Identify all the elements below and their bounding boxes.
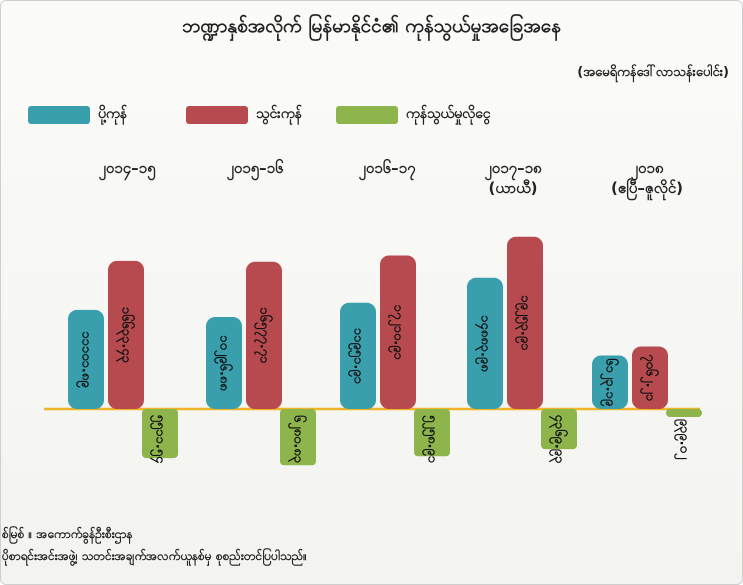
unit-label: (အမေရိကန်ဒေါ်လာသန်းပေါင်း) (577, 65, 729, 80)
import-bar (507, 236, 543, 409)
import-bar (246, 261, 282, 409)
legend-item-deficit: ကုန်သွယ်မှုလိုငွေ (336, 104, 491, 125)
bar-value-label: ၁၁၁၀၁.၈၉ (76, 331, 94, 388)
bar-value-label: ၁၀၂၉၆.၈၈ (214, 335, 234, 391)
bar-value-label: ၉၃၉.၀၂ (674, 419, 692, 460)
deficit-bar (541, 409, 577, 450)
export-bar (206, 317, 242, 409)
export-bar (68, 309, 104, 409)
legend-swatch-exports (28, 105, 90, 124)
bar-value-label: ၁၄၈၈၃.၉၈ (475, 315, 493, 372)
legend-item-imports: သွင်းကုန် (186, 104, 302, 125)
bar-value-label: ၆၁၂၃.၁၉ (600, 358, 620, 407)
bar-value-label: ၁၁၉၅၁.၉၁ (348, 328, 366, 385)
deficit-bar (142, 409, 178, 459)
source-line-2: ပိုစာရင်းအင်းအဖွဲ့၊ သတင်းအချက်အလက်ယူနစ်မ… (2, 549, 307, 563)
period-label: ၂၀၁၇–၁၈ (ယာယီ) (484, 159, 542, 197)
export-bar (592, 355, 628, 409)
deficit-bar (414, 409, 450, 457)
bar-value-label: ၆၂၈၀.၈၃ (288, 415, 308, 464)
deficit-bar (280, 409, 316, 466)
import-bar (632, 346, 668, 409)
bar-value-label: ၄၃၆၉.၉၃ (549, 415, 569, 465)
bar-value-label: ၅၅၁၁.၅၄ (150, 415, 168, 465)
bar-value-label: ၁၉၂၅၃.၉၁ (515, 295, 533, 351)
source-line-1: စ်မြစ် ။ အကောက်ခွန်ဦးစီးဌာန (2, 527, 133, 541)
legend-swatch-imports (186, 105, 248, 124)
bar-value-label: ၇၀၆၂.၂၁ (640, 354, 660, 402)
import-bar (380, 255, 416, 409)
deficit-bar (666, 409, 702, 418)
bar-value-label: ၅၂၅၈.၉၁ (422, 415, 440, 464)
legend-item-exports: ပို့ကုန် (28, 104, 127, 125)
bar-value-label: ၁၆၆၃၃.၄၃ (116, 307, 136, 364)
legend-label-exports: ပို့ကုန် (98, 106, 127, 122)
export-bar (340, 302, 376, 409)
period-label: ၂၀၁၈ (ဧပြီ–ဇူလိုင်) (610, 159, 684, 197)
chart-title: ဘဏ္ဍာနှစ်အလိုက် မြန်မာနိုင်ငံ၏ ကုန်သွယ်မ… (182, 15, 561, 37)
legend-label-imports: သွင်းကုန် (256, 106, 302, 122)
import-bar (108, 260, 144, 409)
bar-value-label: ၁၇၂၁၀.၉၁ (388, 305, 406, 361)
period-label: ၂၀၁၅–၁၆ (226, 159, 284, 177)
legend-label-deficit: ကုန်သွယ်မှုလိုငွေ (406, 106, 491, 122)
period-label: ၂၀၁၄–၁၅ (98, 159, 156, 177)
export-bar (467, 277, 503, 409)
legend-swatch-deficit (336, 105, 398, 124)
bar-value-label: ၁၆၅၇၇.၇၁ (254, 307, 274, 364)
period-label: ၂၀၁၆–၁၇ (358, 159, 416, 177)
